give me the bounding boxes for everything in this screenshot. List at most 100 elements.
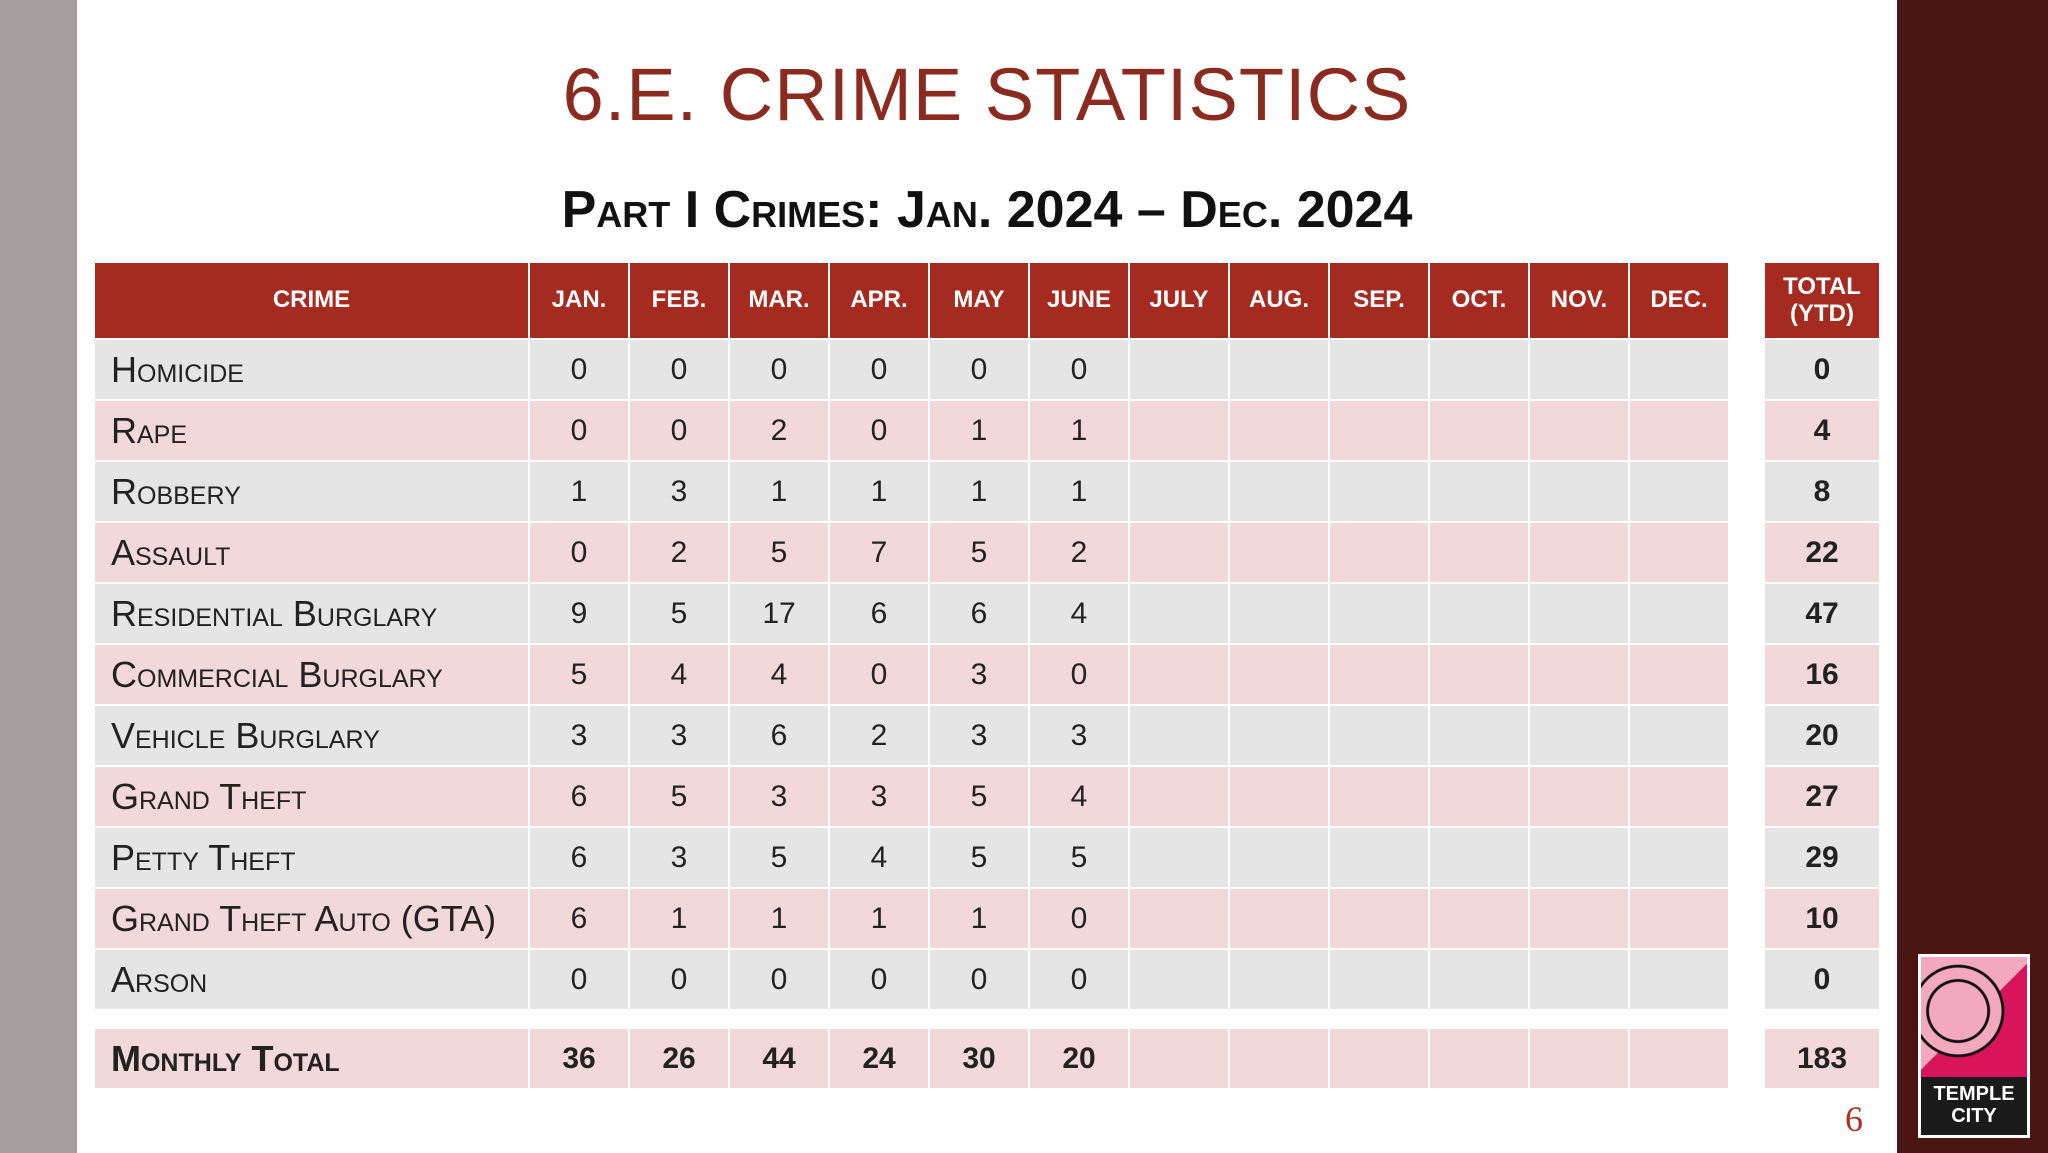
month-value (1630, 706, 1730, 767)
month-value: 0 (530, 340, 630, 401)
month-value: 2 (1030, 523, 1130, 584)
column-gap (1730, 950, 1765, 1011)
logo-text: TEMPLE CITY (1921, 1077, 2027, 1135)
month-value (1630, 584, 1730, 645)
crime-name: Grand Theft Auto (GTA) (95, 889, 530, 950)
month-value: 1 (1030, 462, 1130, 523)
crime-name: Petty Theft (95, 828, 530, 889)
month-value (1430, 340, 1530, 401)
month-value: 1 (630, 889, 730, 950)
temple-city-logo: TEMPLE CITY (1918, 954, 2030, 1138)
month-value: 9 (530, 584, 630, 645)
monthly-total-value: 26 (630, 1029, 730, 1090)
month-value: 3 (730, 767, 830, 828)
monthly-total-value (1530, 1029, 1630, 1090)
month-value: 0 (930, 950, 1030, 1011)
header-total: TOTAL (YTD) (1765, 263, 1881, 340)
month-value (1130, 340, 1230, 401)
column-gap (1730, 828, 1765, 889)
month-value: 3 (930, 706, 1030, 767)
month-value (1130, 462, 1230, 523)
crime-name: Commercial Burglary (95, 645, 530, 706)
month-value (1230, 645, 1330, 706)
month-value (1230, 401, 1330, 462)
header-may: MAY (930, 263, 1030, 340)
crime-name: Homicide (95, 340, 530, 401)
month-value: 5 (730, 523, 830, 584)
month-value (1530, 950, 1630, 1011)
column-gap (1730, 340, 1765, 401)
month-value: 6 (530, 767, 630, 828)
month-value: 3 (630, 828, 730, 889)
month-value (1330, 340, 1430, 401)
header-nov: NOV. (1530, 263, 1630, 340)
month-value (1530, 523, 1630, 584)
header-mar: MAR. (730, 263, 830, 340)
month-value: 4 (630, 645, 730, 706)
month-value (1430, 462, 1530, 523)
month-value (1330, 828, 1430, 889)
month-value (1630, 950, 1730, 1011)
month-value: 0 (730, 950, 830, 1011)
header-july: JULY (1130, 263, 1230, 340)
crime-name: Rape (95, 401, 530, 462)
month-value (1430, 523, 1530, 584)
month-value: 3 (930, 645, 1030, 706)
monthly-total-value: 24 (830, 1029, 930, 1090)
month-value: 0 (1030, 340, 1130, 401)
ytd-total: 16 (1765, 645, 1881, 706)
crime-name: Grand Theft (95, 767, 530, 828)
monthly-total-value (1630, 1029, 1730, 1090)
month-value (1530, 706, 1630, 767)
month-value (1330, 523, 1430, 584)
month-value (1330, 767, 1430, 828)
month-value: 5 (730, 828, 830, 889)
rose-logo-icon (1921, 957, 2027, 1077)
column-gap (1730, 889, 1765, 950)
month-value: 5 (930, 828, 1030, 889)
column-gap (1730, 523, 1765, 584)
month-value (1430, 584, 1530, 645)
header-crime: CRIME (95, 263, 530, 340)
month-value: 1 (1030, 401, 1130, 462)
month-value: 2 (630, 523, 730, 584)
month-value: 2 (830, 706, 930, 767)
month-value (1530, 401, 1630, 462)
month-value (1430, 401, 1530, 462)
month-value (1430, 767, 1530, 828)
month-value: 5 (630, 584, 730, 645)
month-value: 5 (930, 767, 1030, 828)
month-value: 5 (1030, 828, 1130, 889)
month-value: 4 (1030, 767, 1130, 828)
ytd-total: 47 (1765, 584, 1881, 645)
month-value (1430, 706, 1530, 767)
month-value (1330, 950, 1430, 1011)
month-value (1430, 645, 1530, 706)
month-value (1630, 828, 1730, 889)
crime-name: Vehicle Burglary (95, 706, 530, 767)
month-value (1330, 584, 1430, 645)
page-number: 6 (1845, 1099, 1863, 1139)
monthly-total-value: 36 (530, 1029, 630, 1090)
grand-total: 183 (1765, 1029, 1881, 1090)
month-value: 6 (930, 584, 1030, 645)
month-value: 0 (830, 950, 930, 1011)
month-value: 0 (530, 401, 630, 462)
column-gap (1730, 645, 1765, 706)
month-value: 3 (630, 706, 730, 767)
month-value (1130, 401, 1230, 462)
month-value: 4 (730, 645, 830, 706)
month-value: 1 (730, 462, 830, 523)
month-value: 0 (1030, 889, 1130, 950)
column-gap (1730, 263, 1765, 340)
monthly-total-value: 20 (1030, 1029, 1130, 1090)
month-value: 0 (530, 950, 630, 1011)
ytd-total: 27 (1765, 767, 1881, 828)
month-value: 6 (830, 584, 930, 645)
month-value (1130, 523, 1230, 584)
month-value: 7 (830, 523, 930, 584)
slide-subtitle: Part I Crimes: Jan. 2024 – Dec. 2024 (561, 181, 1413, 239)
month-value: 0 (630, 950, 730, 1011)
header-sep: SEP. (1330, 263, 1430, 340)
month-value (1230, 950, 1330, 1011)
